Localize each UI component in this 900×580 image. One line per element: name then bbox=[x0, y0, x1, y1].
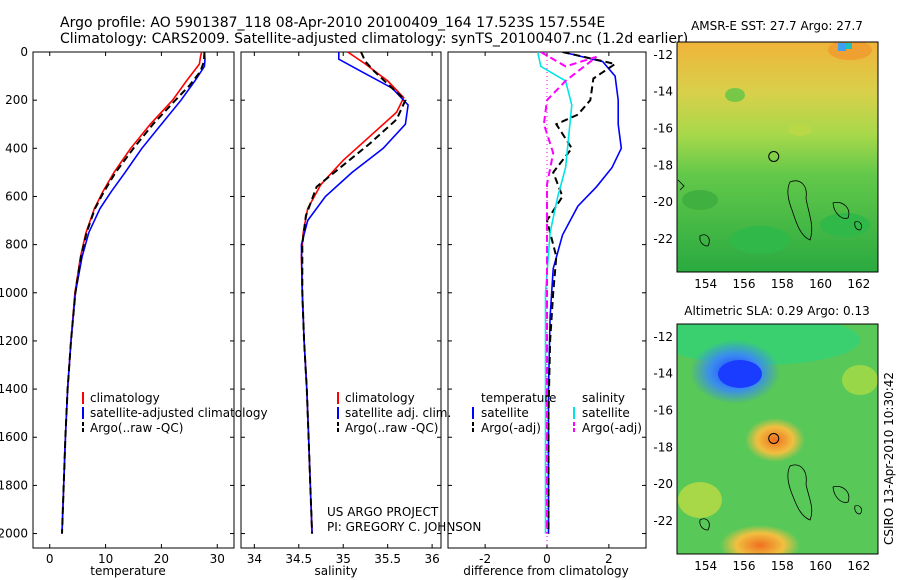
temperature-panel-xtick-label: 10 bbox=[98, 552, 113, 566]
legend-satellite-label: satellite-adjusted climatology bbox=[90, 406, 268, 420]
salinity-panel-xtick-label: 35.5 bbox=[374, 552, 401, 566]
depth-ytick-label: 1000 bbox=[0, 286, 28, 300]
depth-ytick-label: 400 bbox=[5, 141, 28, 155]
sla-map-ytick-label: -18 bbox=[653, 440, 673, 454]
legend-sal-argo-label-diff: Argo(-adj) bbox=[582, 421, 642, 435]
depth-ytick-label: 1800 bbox=[0, 478, 28, 492]
salinity-xlabel: salinity bbox=[314, 564, 357, 578]
salinity-legend: climatology satellite adj. clim. Argo(..… bbox=[337, 391, 451, 435]
depth-ytick-label: 200 bbox=[5, 93, 28, 107]
sla-map-ytick-label: -20 bbox=[653, 477, 673, 491]
salinity-axes bbox=[240, 51, 442, 549]
temperature-panel-xtick-label: 0 bbox=[46, 552, 54, 566]
sla-map-ytick-label: -22 bbox=[653, 514, 673, 528]
sst-map-field bbox=[677, 42, 878, 272]
sst-map-ytick-label: -20 bbox=[653, 195, 673, 209]
difference-panel-temperature-argo-line bbox=[545, 52, 618, 534]
legend-climatology-label: climatology bbox=[90, 391, 160, 405]
depth-ytick-label: 2000 bbox=[0, 527, 28, 541]
side-timestamp-label: CSIRO 13-Apr-2010 10:30:42 bbox=[882, 372, 896, 545]
salinity-panel-xtick-label: 34 bbox=[247, 552, 262, 566]
sst-map-ytick-label: -16 bbox=[653, 121, 673, 135]
temperature-axes bbox=[32, 51, 235, 549]
depth-ytick-label: 600 bbox=[5, 189, 28, 203]
sst-map-xtick-label: 156 bbox=[733, 277, 756, 291]
salinity-panel-xtick-label: 35 bbox=[336, 552, 351, 566]
difference-panel-salinity-satellite-line bbox=[536, 52, 573, 534]
sla-argo-location-marker bbox=[768, 433, 780, 445]
sst-map-xtick-label: 154 bbox=[694, 277, 717, 291]
legend-argo-label: Argo(..raw -QC) bbox=[90, 421, 183, 435]
sla-map-frame bbox=[676, 323, 879, 555]
sla-map-xtick-label: 162 bbox=[847, 559, 870, 573]
temperature-legend: climatology satellite-adjusted climatolo… bbox=[82, 391, 268, 435]
temperature-panel-xtick-label: 30 bbox=[210, 552, 225, 566]
temperature-panel-xtick-label: 20 bbox=[154, 552, 169, 566]
legend-temp-satellite-label: satellite bbox=[481, 406, 529, 420]
legend-salinity-heading: salinity bbox=[582, 391, 625, 405]
salinity-panel-xtick-label: 36 bbox=[424, 552, 439, 566]
sst-map-ytick-label: -14 bbox=[653, 85, 673, 99]
sla-map-ytick-label: -12 bbox=[653, 330, 673, 344]
sla-map-xtick-label: 154 bbox=[694, 559, 717, 573]
sla-map-xtick-label: 156 bbox=[733, 559, 756, 573]
difference-xlabel: difference from climatology bbox=[463, 564, 629, 578]
legend-sal-climatology-label: climatology bbox=[345, 391, 415, 405]
salinity-panel-xtick-label: 34.5 bbox=[285, 552, 312, 566]
sla-map-xtick-label: 160 bbox=[809, 559, 832, 573]
depth-ytick-label: 1400 bbox=[0, 382, 28, 396]
difference-legend: temperature salinity satellite Argo(-adj… bbox=[472, 391, 642, 435]
legend-sal-argo-label: Argo(..raw -QC) bbox=[345, 421, 438, 435]
project-annotation: US ARGO PROJECT bbox=[327, 505, 439, 519]
legend-temp-argo-label: Argo(-adj) bbox=[481, 421, 541, 435]
sst-map-ytick-label: -12 bbox=[653, 48, 673, 62]
sst-map-ytick-label: -22 bbox=[653, 232, 673, 246]
pi-annotation: PI: GREGORY C. JOHNSON bbox=[327, 520, 481, 534]
difference-panel-xtick-label: 2 bbox=[605, 552, 613, 566]
sst-map-xtick-label: 162 bbox=[847, 277, 870, 291]
temperature-panel-satellite-line bbox=[61, 52, 206, 534]
temperature-panel-argo-line bbox=[61, 52, 206, 534]
sst-map-frame bbox=[676, 41, 879, 273]
temperature-panel-series-group bbox=[61, 52, 206, 534]
sla-map-xtick-label: 158 bbox=[771, 559, 794, 573]
sla-map-ytick-label: -14 bbox=[653, 367, 673, 381]
tick-layer: 0 10 20 30020040060080010001200140016001800… bbox=[0, 45, 870, 573]
sst-map-xtick-label: 160 bbox=[809, 277, 832, 291]
salinity-panel-climatology-line bbox=[300, 52, 405, 534]
temperature-xlabel: temperature bbox=[90, 564, 165, 578]
figure-title-line2: Climatology: CARS2009. Satellite-adjuste… bbox=[60, 31, 688, 47]
difference-panel-temperature-satellite-line bbox=[547, 52, 623, 534]
sla-map-field bbox=[677, 324, 878, 554]
sst-map-ytick-label: -18 bbox=[653, 158, 673, 172]
depth-ytick-label: 1200 bbox=[0, 334, 28, 348]
sst-argo-location-marker bbox=[768, 151, 780, 163]
sla-map-title: Altimetric SLA: 0.29 Argo: 0.13 bbox=[684, 304, 869, 318]
depth-ytick-label: 1600 bbox=[0, 430, 28, 444]
difference-panel-series-group bbox=[536, 52, 623, 534]
salinity-panel-series-group bbox=[300, 52, 409, 534]
legend-sal-satellite-label-diff: satellite bbox=[582, 406, 630, 420]
legend-temperature-heading: temperature bbox=[481, 391, 556, 405]
sla-map-ytick-label: -16 bbox=[653, 403, 673, 417]
temperature-panel-climatology-line bbox=[61, 52, 203, 534]
salinity-panel-argo-line bbox=[301, 52, 407, 534]
difference-panel-xtick-label: 0 bbox=[543, 552, 551, 566]
sst-map-title: AMSR-E SST: 27.7 Argo: 27.7 bbox=[691, 19, 863, 33]
series-layer bbox=[61, 52, 623, 534]
figure-title-line1: Argo profile: AO 5901387_118 08-Apr-2010… bbox=[60, 15, 605, 31]
depth-ytick-label: 800 bbox=[5, 238, 28, 252]
difference-panel-xtick-label: -2 bbox=[479, 552, 491, 566]
sst-map-xtick-label: 158 bbox=[771, 277, 794, 291]
legend-sal-satellite-label: satellite adj. clim. bbox=[345, 406, 451, 420]
depth-ytick-label: 0 bbox=[20, 45, 28, 59]
